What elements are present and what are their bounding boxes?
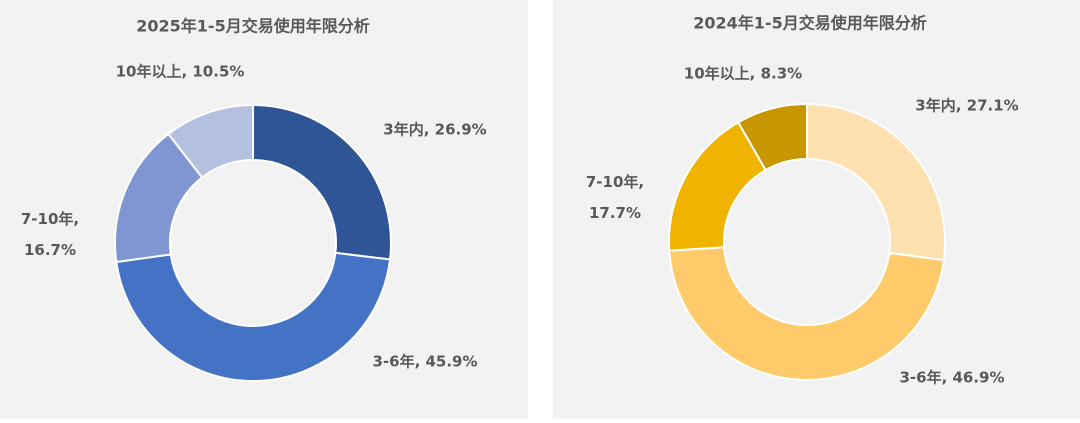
data-label: 3-6年, 45.9% [372, 353, 477, 371]
data-label: 7-10年, 16.7% [21, 210, 79, 259]
data-label: 3年内, 27.1% [915, 97, 1018, 115]
label-line: 7-10年, [586, 173, 644, 191]
chart-title: 2025年1-5月交易使用年限分析 [136, 17, 369, 36]
label-line: 16.7% [24, 241, 76, 259]
data-label: 3-6年, 46.9% [899, 369, 1004, 387]
label-line: 17.7% [589, 204, 641, 222]
data-label: 10年以上, 8.3% [684, 65, 802, 83]
donut-slice [668, 246, 945, 381]
donut-slice [115, 251, 392, 382]
donut-slice [252, 103, 392, 261]
data-label: 3年内, 26.9% [383, 121, 486, 139]
label-line: 7-10年, [21, 210, 79, 228]
donut-slice [736, 102, 808, 172]
data-label: 10年以上, 10.5% [116, 63, 245, 81]
chart-title: 2024年1-5月交易使用年限分析 [693, 14, 926, 33]
donut-slice [167, 103, 254, 179]
data-label: 7-10年, 17.7% [586, 173, 644, 222]
donut-slice [806, 102, 946, 262]
